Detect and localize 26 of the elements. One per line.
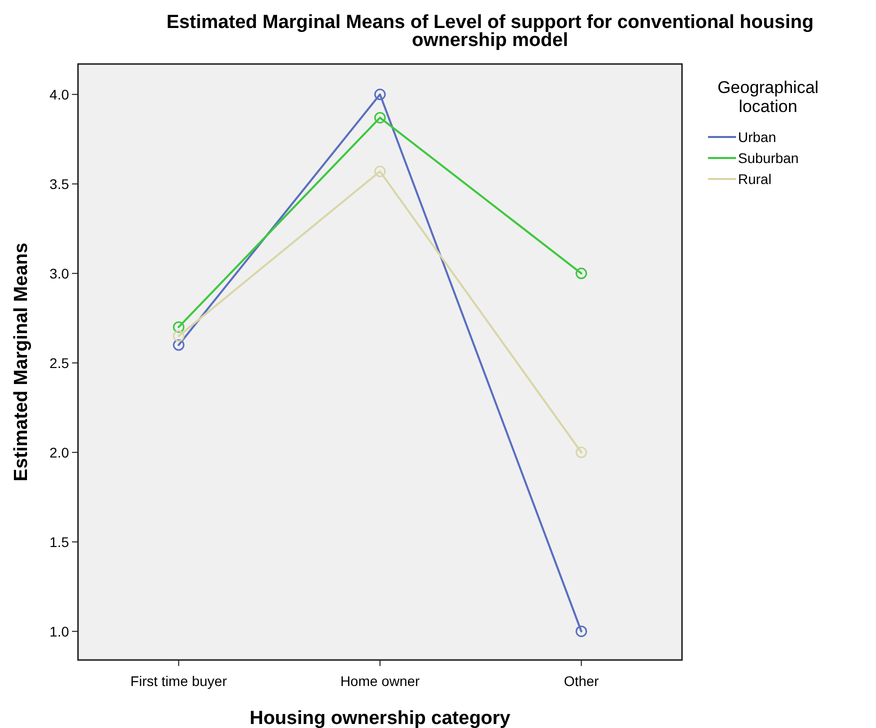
y-tick-label: 1.0 xyxy=(50,623,70,640)
point xyxy=(374,112,386,124)
y-tick-label: 3.5 xyxy=(50,176,70,192)
y-tick-label: 3.0 xyxy=(50,265,70,282)
point xyxy=(172,321,184,333)
point xyxy=(576,268,588,280)
legend-label: Suburban xyxy=(738,150,799,166)
point xyxy=(576,626,588,638)
x-axis-title: Housing ownership category xyxy=(250,708,511,728)
point xyxy=(374,88,386,100)
x-tick-label: First time buyer xyxy=(130,673,228,689)
y-axis-title: Estimated Marginal Means xyxy=(11,242,32,482)
x-tick-label: Other xyxy=(564,673,600,689)
x-tick-label: Home owner xyxy=(340,673,420,689)
point xyxy=(172,330,184,342)
y-tick-label: 2.5 xyxy=(50,354,70,371)
y-tick-label: 2.0 xyxy=(50,444,70,460)
legend-label: Urban xyxy=(738,128,776,145)
legend-label: Rural xyxy=(738,170,772,187)
point xyxy=(374,166,386,178)
point xyxy=(172,339,184,351)
point xyxy=(576,446,588,458)
chart-title: Estimated Marginal Means of Level of support for conventional housing ownership model xyxy=(166,12,814,51)
y-tick-label: 4.0 xyxy=(50,86,70,102)
y-tick-label: 1.5 xyxy=(50,534,70,550)
legend-title: Geographical location xyxy=(717,78,819,116)
